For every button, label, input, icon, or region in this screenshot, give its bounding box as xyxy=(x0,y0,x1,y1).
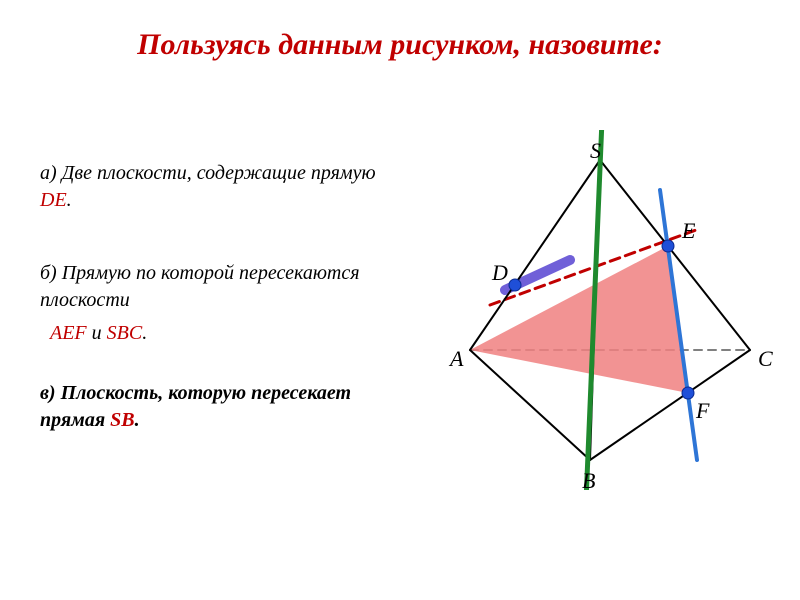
vertex-label-A: A xyxy=(450,346,463,372)
page-title: Пользуясь данным рисунком, назовите: xyxy=(0,28,800,62)
prompt-a-suffix: . xyxy=(67,189,72,211)
diagram-svg xyxy=(400,130,780,490)
prompt-c: в) Плоскость, которую пересекает прямая … xyxy=(40,380,380,434)
prompt-b-line1: б) Прямую по которой пересекаются плоско… xyxy=(40,260,380,314)
vertex-label-C: C xyxy=(758,346,773,372)
vertex-label-S: S xyxy=(590,138,601,164)
title-text: Пользуясь данным рисунком, назовите: xyxy=(137,28,663,61)
prompt-b-suffix: . xyxy=(142,322,147,344)
vertex-label-B: B xyxy=(582,468,595,494)
vertex-label-E: E xyxy=(682,218,695,244)
prompt-b-line2: АEF и SBC. xyxy=(40,320,380,347)
prompt-a-prefix: а) Две плоскости, содержащие прямую xyxy=(40,162,376,184)
vertex-label-F: F xyxy=(696,398,709,424)
tetrahedron-diagram: SABCDEF xyxy=(400,130,780,490)
prompt-b-aef: АEF xyxy=(50,322,87,344)
prompt-c-prefix: в) Плоскость, которую пересекает прямая xyxy=(40,382,351,431)
prompt-a-accent: DE xyxy=(40,189,67,211)
prompt-b: б) Прямую по которой пересекаются плоско… xyxy=(40,260,380,347)
prompt-a: а) Две плоскости, содержащие прямую DE. xyxy=(40,160,380,214)
prompt-b-sbc: SBC xyxy=(107,322,143,344)
prompt-c-suffix: . xyxy=(135,409,140,431)
prompt-b-mid: и xyxy=(87,322,107,344)
prompt-c-accent: SB xyxy=(110,409,134,431)
vertex-label-D: D xyxy=(492,260,508,286)
